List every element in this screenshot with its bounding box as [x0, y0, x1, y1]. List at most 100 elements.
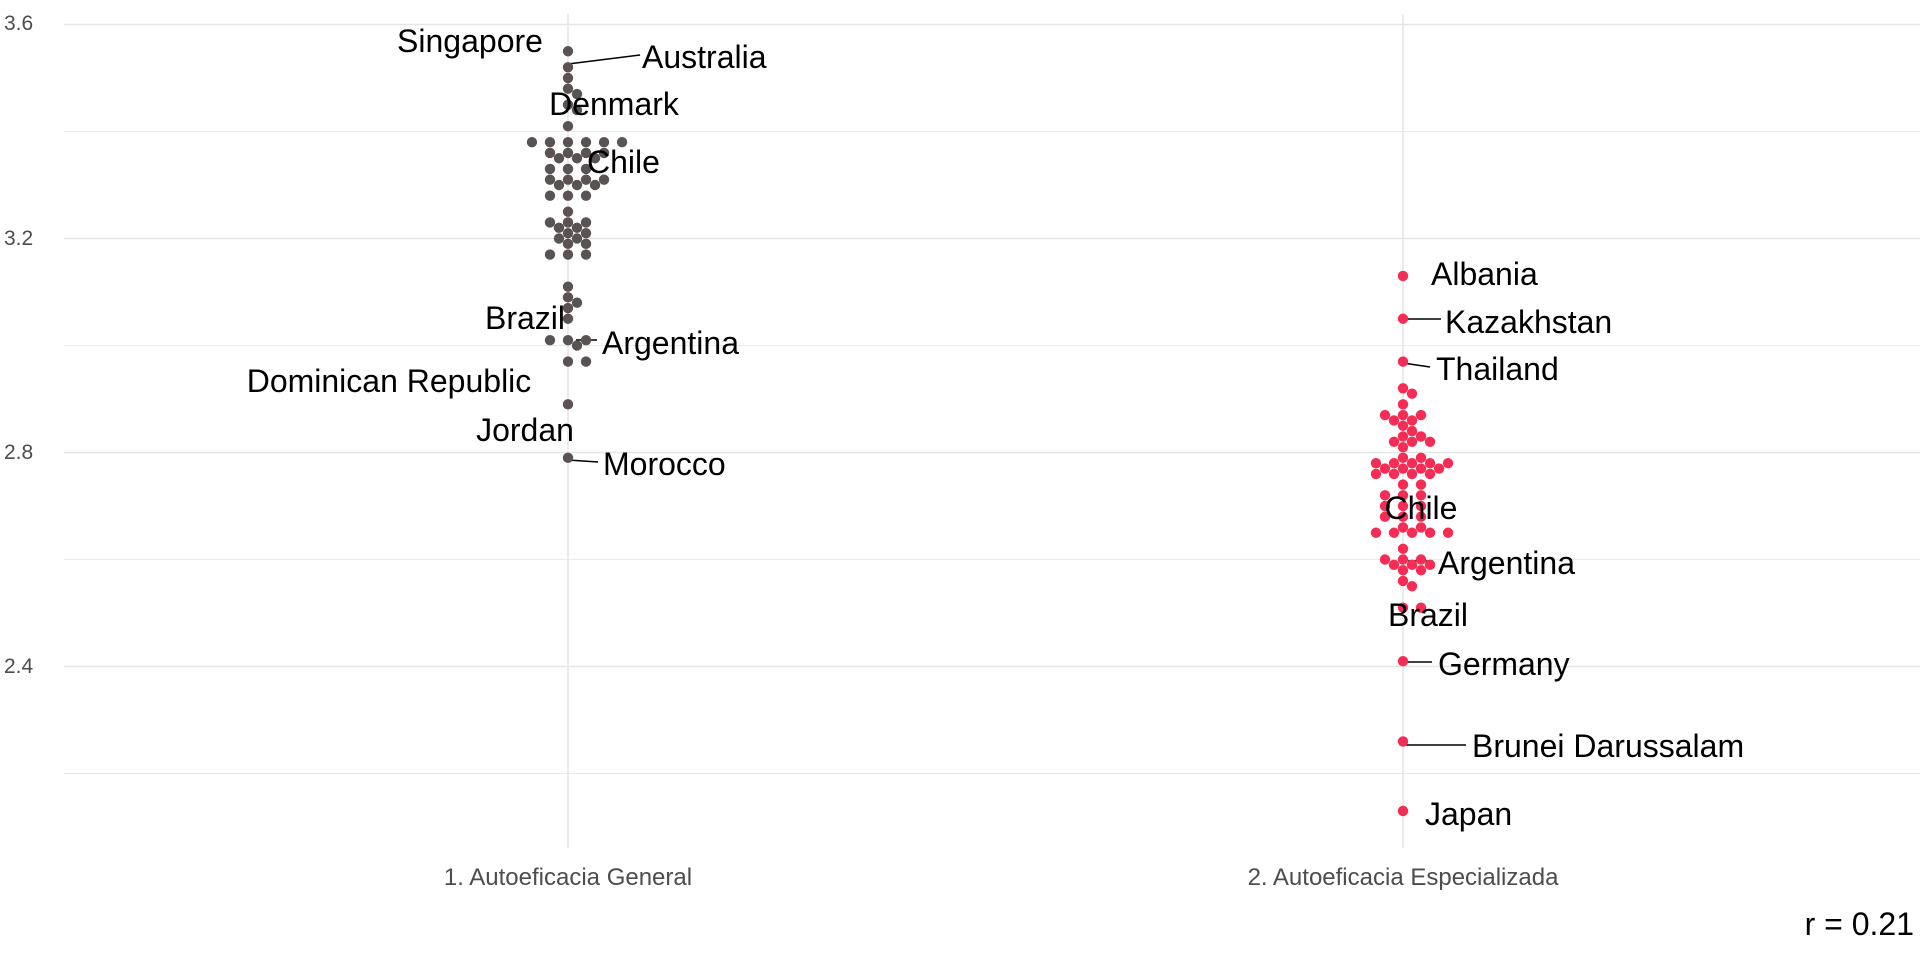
- data-point: [1415, 565, 1427, 576]
- data-point: [1388, 436, 1400, 447]
- data-point: [571, 88, 583, 100]
- data-point: [1415, 554, 1427, 565]
- point-label: Argentina: [602, 325, 739, 361]
- data-point: [1379, 490, 1391, 501]
- x-category-label: 2. Autoeficacia Especializada: [1247, 864, 1559, 891]
- data-point: [544, 163, 556, 175]
- data-point: [580, 163, 592, 175]
- data-point: [1406, 436, 1418, 447]
- point-label: Chile: [587, 144, 660, 180]
- data-point: [1433, 463, 1445, 474]
- data-point: [1379, 511, 1391, 522]
- data-point: [562, 62, 574, 73]
- data-point: [1415, 409, 1427, 421]
- data-point: [562, 399, 574, 410]
- data-point: [544, 334, 556, 346]
- data-point: [1406, 388, 1418, 399]
- data-point: [1415, 511, 1427, 522]
- data-point: [1397, 554, 1409, 565]
- data-point: [589, 153, 601, 164]
- data-point: [544, 137, 556, 148]
- data-point: [580, 174, 592, 185]
- data-point: [1397, 431, 1409, 442]
- data-point: [553, 222, 565, 233]
- data-point: [1406, 415, 1418, 426]
- data-point: [1379, 554, 1391, 565]
- point-label: Thailand: [1436, 351, 1559, 387]
- data-point: [562, 313, 574, 324]
- data-point: [1397, 490, 1409, 501]
- data-point: [1415, 431, 1427, 442]
- point-label: Jordan: [476, 412, 574, 448]
- data-point: [1388, 415, 1400, 426]
- data-point: [580, 217, 592, 228]
- point-label: Brazil: [1387, 597, 1469, 633]
- data-point: [580, 227, 592, 239]
- data-point: [562, 163, 574, 175]
- data-point: [598, 147, 610, 159]
- point-label: Morocco: [603, 446, 726, 482]
- data-point: [1442, 527, 1454, 538]
- point-label: Denmark: [549, 86, 679, 122]
- data-point: [1388, 468, 1400, 480]
- data-point: [1370, 527, 1382, 538]
- x-category-label: 1. Autoeficacia General: [443, 864, 693, 891]
- point-label: Japan: [1425, 796, 1513, 832]
- data-point: [1397, 736, 1409, 747]
- data-point: [1379, 500, 1391, 512]
- data-point: [1397, 399, 1409, 410]
- data-point: [544, 174, 556, 185]
- data-point: [562, 249, 574, 260]
- data-point: [571, 340, 583, 351]
- data-point: [616, 137, 628, 148]
- data-point: [544, 249, 556, 260]
- data-point: [1397, 805, 1409, 817]
- data-point: [1415, 479, 1427, 490]
- data-point: [1379, 409, 1391, 421]
- data-point: [1397, 409, 1409, 421]
- data-point: [562, 227, 574, 239]
- data-point: [1424, 559, 1436, 571]
- data-point: [1442, 458, 1454, 469]
- data-point: [1424, 458, 1436, 469]
- y-tick-label: 3.6: [4, 12, 34, 35]
- data-point: [598, 174, 610, 185]
- data-point: [526, 137, 538, 148]
- data-point: [571, 104, 583, 116]
- data-point: [1379, 463, 1391, 474]
- data-point: [571, 222, 583, 233]
- data-point: [553, 153, 565, 164]
- data-point: [1397, 463, 1409, 474]
- data-point: [1370, 458, 1382, 469]
- data-point: [571, 297, 583, 308]
- point-label: Germany: [1438, 646, 1570, 682]
- y-tick-label: 2.8: [4, 441, 34, 464]
- data-point: [562, 83, 574, 94]
- data-point: [1424, 527, 1436, 538]
- data-point: [1397, 522, 1409, 533]
- data-point: [1406, 581, 1418, 592]
- data-point: [562, 206, 574, 217]
- data-point: [562, 72, 574, 84]
- data-point: [562, 292, 574, 303]
- data-point: [1415, 452, 1427, 464]
- data-point: [1424, 468, 1436, 480]
- data-point: [544, 217, 556, 228]
- data-point: [553, 233, 565, 244]
- data-point: [1406, 468, 1418, 480]
- data-point: [1397, 479, 1409, 490]
- correlation-label: r = 0.21: [1804, 906, 1914, 942]
- data-point: [1424, 436, 1436, 447]
- data-point: [562, 147, 574, 159]
- data-point: [1397, 511, 1409, 522]
- y-tick-label: 2.4: [4, 655, 34, 678]
- point-label: Dominican Republic: [246, 363, 532, 399]
- data-point: [1397, 270, 1409, 282]
- label-connector: [567, 54, 641, 65]
- data-point: [1397, 356, 1409, 367]
- data-point: [562, 356, 574, 367]
- data-point: [1415, 463, 1427, 474]
- data-point: [1388, 559, 1400, 571]
- data-point: [1397, 441, 1409, 453]
- data-point: [562, 137, 574, 148]
